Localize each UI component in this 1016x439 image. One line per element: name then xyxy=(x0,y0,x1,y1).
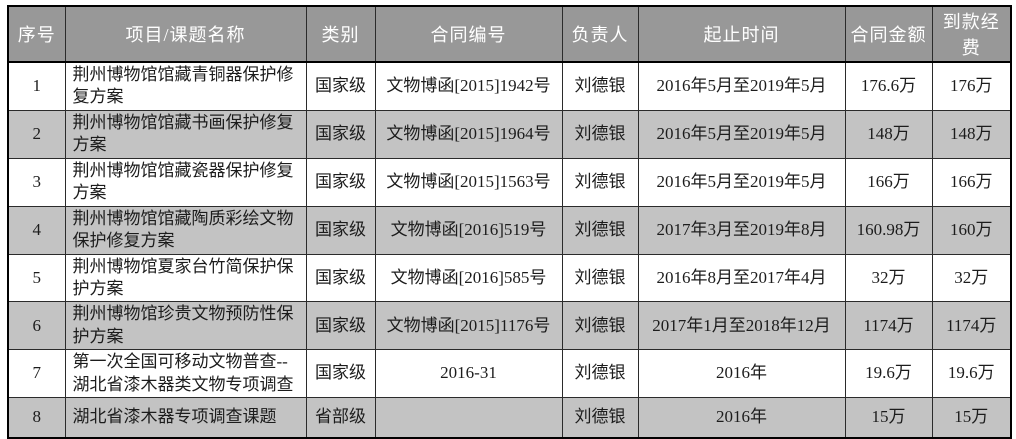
cell-received_funds: 176万 xyxy=(931,61,1012,111)
cell-index: 1 xyxy=(7,61,66,111)
cell-period: 2016年5月至2019年5月 xyxy=(637,157,846,207)
cell-name: 荆州博物馆馆藏陶质彩绘文物保护修复方案 xyxy=(64,205,307,255)
cell-name: 湖北省漆木器专项调查课题 xyxy=(64,397,307,439)
table-row: 2 荆州博物馆馆藏书画保护修复方案 国家级 文物博函[2015]1964号 刘德银 201… xyxy=(7,109,1012,159)
cell-leader: 刘德银 xyxy=(561,253,639,303)
table-row: 8 湖北省漆木器专项调查课题 省部级 刘德银 2016年 15万 15万 xyxy=(7,397,1012,439)
cell-name: 荆州博物馆珍贵文物预防性保护方案 xyxy=(64,301,307,351)
table-row: 1 荆州博物馆馆藏青铜器保护修复方案 国家级 文物博函[2015]1942号 刘德银 20… xyxy=(7,61,1012,111)
cell-received_funds: 15万 xyxy=(931,397,1012,439)
cell-name: 荆州博物馆馆藏书画保护修复方案 xyxy=(64,109,307,159)
cell-name: 第一次全国可移动文物普查--湖北省漆木器类文物专项调查 xyxy=(64,349,307,399)
cell-name: 荆州博物馆馆藏瓷器保护修复方案 xyxy=(64,157,307,207)
cell-index: 3 xyxy=(7,157,66,207)
cell-received_funds: 148万 xyxy=(931,109,1012,159)
column-header-period: 起止时间 xyxy=(637,5,846,63)
cell-contract_amount: 176.6万 xyxy=(844,61,933,111)
cell-contract_amount: 166万 xyxy=(844,157,933,207)
column-header-name: 项目/课题名称 xyxy=(64,5,307,63)
cell-index: 5 xyxy=(7,253,66,303)
cell-leader: 刘德银 xyxy=(561,349,639,399)
cell-received_funds: 32万 xyxy=(931,253,1012,303)
cell-period: 2017年1月至2018年12月 xyxy=(637,301,846,351)
cell-period: 2017年3月至2019年8月 xyxy=(637,205,846,255)
cell-category: 国家级 xyxy=(305,61,376,111)
cell-category: 国家级 xyxy=(305,157,376,207)
cell-received_funds: 19.6万 xyxy=(931,349,1012,399)
cell-period: 2016年5月至2019年5月 xyxy=(637,109,846,159)
table-row: 4 荆州博物馆馆藏陶质彩绘文物保护修复方案 国家级 文物博函[2016]519号 刘德银… xyxy=(7,205,1012,255)
projects-table: 序号 项目/课题名称 类别 合同编号 负责人 起止时间 合同金额 到款经费 1 荆州博物馆馆藏青… xyxy=(7,5,1012,439)
cell-name: 荆州博物馆馆藏青铜器保护修复方案 xyxy=(64,61,307,111)
table-row: 6 荆州博物馆珍贵文物预防性保护方案 国家级 文物博函[2015]1176号 刘德银 20… xyxy=(7,301,1012,351)
cell-category: 国家级 xyxy=(305,109,376,159)
cell-category: 国家级 xyxy=(305,349,376,399)
table-row: 3 荆州博物馆馆藏瓷器保护修复方案 国家级 文物博函[2015]1563号 刘德银 201… xyxy=(7,157,1012,207)
cell-index: 6 xyxy=(7,301,66,351)
table-row: 7 第一次全国可移动文物普查--湖北省漆木器类文物专项调查 国家级 2016-31 刘德… xyxy=(7,349,1012,399)
cell-category: 国家级 xyxy=(305,253,376,303)
cell-contract_amount: 160.98万 xyxy=(844,205,933,255)
cell-contract_no: 文物博函[2015]1176号 xyxy=(374,301,563,351)
column-header-leader: 负责人 xyxy=(561,5,639,63)
cell-period: 2016年 xyxy=(637,349,846,399)
cell-contract_amount: 19.6万 xyxy=(844,349,933,399)
cell-contract_amount: 1174万 xyxy=(844,301,933,351)
cell-period: 2016年5月至2019年5月 xyxy=(637,61,846,111)
cell-leader: 刘德银 xyxy=(561,397,639,439)
column-header-category: 类别 xyxy=(305,5,376,63)
cell-received_funds: 166万 xyxy=(931,157,1012,207)
cell-period: 2016年 xyxy=(637,397,846,439)
cell-leader: 刘德银 xyxy=(561,301,639,351)
projects-table-container: 序号 项目/课题名称 类别 合同编号 负责人 起止时间 合同金额 到款经费 1 荆州博物馆馆藏青… xyxy=(7,5,1012,439)
cell-category: 省部级 xyxy=(305,397,376,439)
cell-leader: 刘德银 xyxy=(561,109,639,159)
cell-contract_amount: 15万 xyxy=(844,397,933,439)
table-body: 1 荆州博物馆馆藏青铜器保护修复方案 国家级 文物博函[2015]1942号 刘德银 20… xyxy=(7,61,1012,439)
cell-category: 国家级 xyxy=(305,301,376,351)
cell-leader: 刘德银 xyxy=(561,205,639,255)
cell-contract_no: 2016-31 xyxy=(374,349,563,399)
cell-contract_no: 文物博函[2016]519号 xyxy=(374,205,563,255)
cell-index: 7 xyxy=(7,349,66,399)
cell-leader: 刘德银 xyxy=(561,61,639,111)
cell-contract_no: 文物博函[2015]1563号 xyxy=(374,157,563,207)
column-header-received_funds: 到款经费 xyxy=(931,5,1012,63)
cell-leader: 刘德银 xyxy=(561,157,639,207)
cell-received_funds: 1174万 xyxy=(931,301,1012,351)
cell-index: 4 xyxy=(7,205,66,255)
table-row: 5 荆州博物馆夏家台竹简保护保护方案 国家级 文物博函[2016]585号 刘德银 201… xyxy=(7,253,1012,303)
cell-contract_amount: 32万 xyxy=(844,253,933,303)
cell-received_funds: 160万 xyxy=(931,205,1012,255)
column-header-contract_amount: 合同金额 xyxy=(844,5,933,63)
cell-index: 2 xyxy=(7,109,66,159)
cell-contract_no: 文物博函[2015]1942号 xyxy=(374,61,563,111)
cell-category: 国家级 xyxy=(305,205,376,255)
cell-period: 2016年8月至2017年4月 xyxy=(637,253,846,303)
cell-contract_no: 文物博函[2015]1964号 xyxy=(374,109,563,159)
cell-index: 8 xyxy=(7,397,66,439)
cell-name: 荆州博物馆夏家台竹简保护保护方案 xyxy=(64,253,307,303)
cell-contract_no xyxy=(374,397,563,439)
column-header-contract_no: 合同编号 xyxy=(374,5,563,63)
cell-contract_amount: 148万 xyxy=(844,109,933,159)
column-header-index: 序号 xyxy=(7,5,66,63)
header-row: 序号 项目/课题名称 类别 合同编号 负责人 起止时间 合同金额 到款经费 xyxy=(7,5,1012,63)
cell-contract_no: 文物博函[2016]585号 xyxy=(374,253,563,303)
